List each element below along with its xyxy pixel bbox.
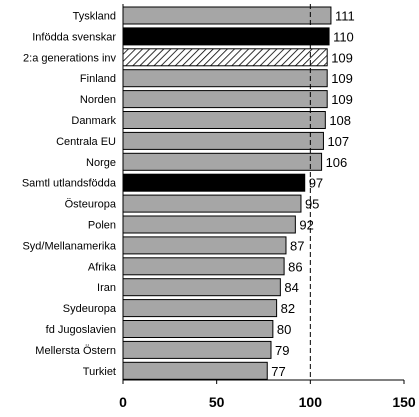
category-label-10: Polen: [88, 220, 116, 232]
x-tick-label-3: 150: [392, 394, 416, 410]
value-label-4: 109: [331, 92, 353, 107]
category-labels: Tyskland Infödda svenskar 2:a generations …: [22, 11, 117, 378]
bar-9: [122, 194, 302, 213]
bar-12: [122, 257, 285, 276]
category-label-0: Tyskland: [73, 11, 116, 23]
category-label-5: Danmark: [71, 115, 116, 127]
category-label-1: Infödda svenskar: [32, 31, 116, 43]
bars-layer: [122, 6, 332, 380]
value-label-16: 79: [275, 343, 289, 358]
x-axis: 0 50 100 150: [119, 4, 416, 410]
category-label-13: Iran: [97, 282, 116, 294]
category-label-9: Östeuropa: [65, 199, 117, 211]
category-label-6: Centrala EU: [56, 136, 116, 148]
value-label-15: 80: [277, 322, 291, 337]
value-label-6: 107: [327, 134, 349, 149]
bar-0: [122, 6, 332, 25]
value-label-14: 82: [281, 301, 295, 316]
bar-13: [122, 278, 281, 297]
x-tick-label-1: 50: [209, 394, 225, 410]
category-label-12: Afrika: [88, 261, 117, 273]
value-label-0: 111: [335, 9, 355, 24]
value-label-12: 86: [288, 259, 302, 274]
value-label-8: 97: [309, 176, 323, 191]
category-label-3: Finland: [80, 73, 116, 85]
bar-3: [122, 69, 328, 88]
bar-4: [122, 90, 328, 109]
value-label-11: 87: [290, 238, 304, 253]
category-label-2: 2:a generations inv: [23, 52, 116, 64]
bar-15: [122, 320, 274, 338]
category-label-15: fd Jugoslavien: [46, 324, 116, 336]
value-label-9: 95: [305, 197, 319, 212]
value-label-3: 109: [331, 71, 353, 86]
category-label-11: Syd/Mellanamerika: [22, 240, 116, 252]
x-tick-label-2: 100: [299, 394, 323, 410]
bar-11: [122, 236, 287, 255]
x-tick-label-0: 0: [119, 394, 127, 410]
category-label-17: Turkiet: [83, 366, 116, 378]
bar-14: [122, 299, 278, 318]
category-label-8: Samtl utlandsfödda: [22, 178, 117, 190]
value-label-5: 108: [329, 113, 351, 128]
value-label-7: 106: [326, 155, 348, 170]
bar-2: [122, 48, 328, 67]
bar-8: [122, 173, 306, 192]
category-label-16: Mellersta Östern: [35, 345, 116, 357]
bar-17: [122, 361, 268, 380]
bar-7: [122, 152, 323, 171]
category-label-14: Sydeuropa: [63, 303, 117, 315]
value-label-2: 109: [331, 50, 353, 65]
value-label-10: 92: [299, 218, 313, 233]
bar-6: [122, 131, 324, 150]
category-label-4: Norden: [80, 94, 116, 106]
value-label-17: 77: [271, 364, 285, 379]
bar-16: [122, 340, 272, 359]
category-label-7: Norge: [86, 157, 116, 169]
bar-10: [122, 215, 296, 234]
bar-5: [122, 111, 326, 129]
bar-1: [122, 27, 330, 46]
value-label-13: 84: [284, 280, 298, 295]
value-label-1: 110: [333, 29, 354, 44]
